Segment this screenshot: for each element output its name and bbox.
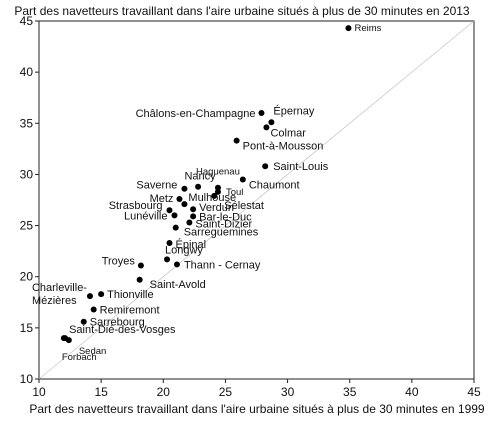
y-tick-label: 10 (20, 372, 34, 386)
data-label-saint-louis: Saint-Louis (273, 161, 329, 173)
data-point-colmar (263, 124, 270, 131)
data-point-saint-louis (262, 163, 269, 170)
data-label-strasbourg: Strasbourg (109, 200, 163, 212)
data-point-mulhouse (181, 201, 188, 208)
x-tick-label: 15 (94, 385, 108, 399)
data-point-toul (214, 188, 221, 195)
data-label-mulhouse: Mulhouse (188, 192, 236, 204)
data-label-sarreguemines: Sarreguemines (184, 227, 259, 239)
data-label-saint-dizier: Saint-Dizier (195, 219, 252, 231)
data-point-bar-le-duc (190, 213, 197, 220)
data-label-line: Mézières (32, 295, 77, 307)
data-label-epinal: Épinal (176, 238, 207, 251)
x-axis-title: Part des navetteurs travaillant dans l'a… (29, 402, 485, 416)
x-tick-label: 35 (343, 385, 357, 399)
data-label-charleville-mezieres: Charleville-Mézières (32, 282, 87, 307)
data-point-thann-cernay (173, 261, 180, 268)
data-label-saint-die-des-vosges: Saint-Dié-des-Vosges (69, 324, 176, 336)
data-point-longwy (164, 256, 171, 263)
data-label-remiremont: Remiremont (100, 304, 160, 316)
chart-title: Part des navetteurs travaillant dans l'a… (14, 4, 470, 18)
data-label-troyes: Troyes (102, 255, 136, 267)
x-tick-label: 10 (32, 385, 46, 399)
data-point-pont-a-mousson (233, 137, 240, 144)
data-point-reims (345, 25, 352, 32)
data-label-chalons-en-champagne: Châlons-en-Champagne (136, 108, 256, 120)
data-label-toul: Toul (226, 187, 243, 198)
data-label-epernay: Épernay (273, 104, 314, 117)
data-label-line: Charleville- (32, 282, 87, 294)
x-tick-label: 40 (405, 385, 419, 399)
data-point-saint-dizier (186, 219, 193, 226)
data-label-haguenau: Haguenau (196, 167, 240, 178)
data-point-chalons-en-champagne (258, 110, 265, 117)
data-point-sarrebourg (80, 318, 87, 325)
data-point-luneville (171, 212, 178, 219)
data-label-thionville: Thionville (107, 289, 153, 301)
data-point-verdun (190, 206, 197, 213)
data-point-epernay (268, 119, 275, 126)
y-tick-label: 15 (20, 321, 34, 335)
y-tick-label: 35 (20, 116, 34, 130)
data-label-reims: Reims (354, 23, 381, 34)
data-point-forbach (60, 335, 67, 342)
data-point-troyes (137, 262, 144, 269)
data-point-sarreguemines (172, 224, 179, 231)
y-tick-label: 25 (20, 219, 34, 233)
data-point-metz (176, 195, 183, 202)
data-label-colmar: Colmar (270, 127, 306, 139)
y-tick-label: 20 (20, 270, 34, 284)
y-tick-label: 45 (20, 14, 34, 28)
data-label-luneville: Lunéville (124, 210, 167, 222)
data-label-saint-avold: Saint-Avold (150, 279, 206, 291)
data-point-sedan (65, 337, 72, 344)
data-label-sedan: Sedan (79, 346, 106, 357)
x-tick-label: 20 (157, 385, 171, 399)
data-label-saverne: Saverne (136, 180, 177, 192)
data-label-forbach: Forbach (62, 352, 97, 363)
data-label-thann-cernay: Thann - Cernay (184, 259, 261, 271)
data-point-chaumont (239, 176, 246, 183)
data-point-nancy (195, 183, 202, 190)
data-label-verdun: Verdun (199, 202, 234, 214)
x-tick-label: 25 (219, 385, 233, 399)
data-point-thionville (98, 291, 105, 298)
y-tick-label: 30 (20, 167, 34, 181)
data-point-epinal (166, 239, 173, 246)
y-tick-label: 40 (20, 65, 34, 79)
plot-area: 10 15 20 25 30 35 40 45 10 15 20 25 30 35 40 45 Reims Châ… (20, 14, 481, 399)
data-point-charleville-mezieres (86, 293, 93, 300)
data-label-pont-a-mousson: Pont-à-Mousson (243, 141, 324, 153)
data-point-saverne (181, 185, 188, 192)
data-label-metz: Metz (150, 193, 174, 205)
reference-line (38, 20, 475, 380)
data-label-sarrebourg: Sarrebourg (90, 317, 145, 329)
data-label-longwy: Longwy (165, 244, 203, 256)
data-label-chaumont: Chaumont (249, 180, 300, 192)
data-point-strasbourg (166, 207, 173, 214)
data-point-remiremont (90, 306, 97, 313)
x-tick-label: 30 (281, 385, 295, 399)
data-label-nancy: Nancy (184, 171, 216, 183)
plot-frame (38, 20, 475, 380)
data-label-bar-le-duc: Bar-le-Duc (199, 211, 252, 223)
x-tick-label: 45 (467, 385, 481, 399)
data-point-selestat (211, 192, 218, 199)
data-label-selestat: Sélestat (224, 200, 264, 212)
data-point-saint-avold (136, 276, 143, 283)
